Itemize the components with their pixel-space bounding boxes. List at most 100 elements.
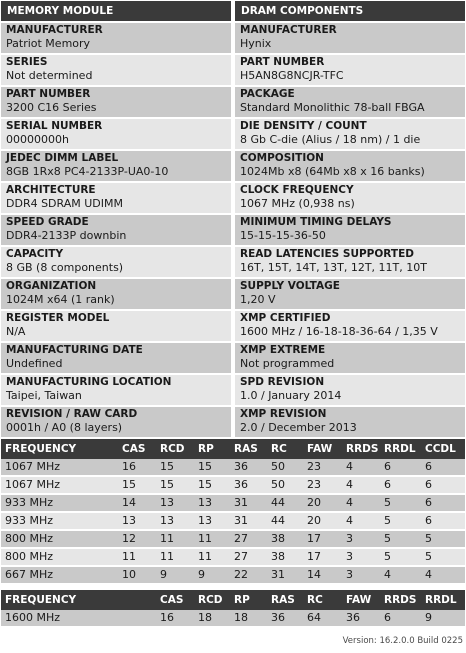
table-cell: 16	[156, 610, 194, 628]
table-cell: 36	[342, 610, 380, 628]
field-value: H5AN8G8NCJR-TFC	[240, 69, 344, 82]
dram-field-read-latencies-supported: READ LATENCIES SUPPORTED 16T, 15T, 14T, 1…	[235, 247, 465, 277]
table-cell: 4	[342, 495, 380, 513]
table-cell: 9	[194, 567, 230, 585]
module-field-serial-number: SERIAL NUMBER 00000000h	[1, 119, 231, 149]
field-label: XMP REVISION	[240, 408, 327, 420]
field-label: CAPACITY	[6, 248, 64, 260]
field-value: 00000000h	[6, 133, 69, 146]
field-value: Standard Monolithic 78-ball FBGA	[240, 101, 425, 114]
dram-field-package: PACKAGE Standard Monolithic 78-ball FBGA	[235, 87, 465, 117]
module-field-manufacturing-location: MANUFACTURING LOCATION Taipei, Taiwan	[1, 375, 231, 405]
table-cell: 11	[194, 549, 230, 567]
field-value: N/A	[6, 325, 26, 338]
table-cell: 800 MHz	[1, 531, 118, 549]
table-cell: 11	[156, 549, 194, 567]
table-cell: 14	[118, 495, 156, 513]
table-row: 1067 MHz 16 15 15 36 50 23 4 6 6	[1, 459, 465, 477]
table-row: 800 MHz 12 11 11 27 38 17 3 5 5	[1, 531, 465, 549]
table-cell: 38	[267, 531, 303, 549]
column-header-ras: RAS	[230, 439, 267, 459]
column-header-frequency: FREQUENCY	[1, 439, 118, 459]
table-cell: 15	[156, 459, 194, 477]
column-header-cas: CAS	[156, 590, 194, 610]
column-header-faw: FAW	[342, 590, 380, 610]
field-label: SPD REVISION	[240, 376, 325, 388]
dram-field-xmp-revision: XMP REVISION 2.0 / December 2013	[235, 407, 465, 437]
module-field-jedec-dimm-label: JEDEC DIMM LABEL 8GB 1Rx8 PC4-2133P-UA0-1…	[1, 151, 231, 181]
module-field-series: SERIES Not determined	[1, 55, 231, 85]
table-cell: 5	[421, 549, 465, 567]
table-cell: 4	[421, 567, 465, 585]
table-row: 1067 MHz 15 15 15 36 50 23 4 6 6	[1, 477, 465, 495]
field-label: REVISION / RAW CARD	[6, 408, 138, 420]
table-cell: 50	[267, 477, 303, 495]
field-value: 3200 C16 Series	[6, 101, 97, 114]
table-cell: 31	[230, 513, 267, 531]
table-row: 933 MHz 13 13 13 31 44 20 4 5 6	[1, 513, 465, 531]
column-header-rp: RP	[230, 590, 267, 610]
field-label: READ LATENCIES SUPPORTED	[240, 248, 414, 260]
table-cell: 5	[380, 549, 421, 567]
column-header-rrdl: RRDL	[421, 590, 465, 610]
field-label: MINIMUM TIMING DELAYS	[240, 216, 392, 228]
table-cell: 667 MHz	[1, 567, 118, 585]
table-cell: 31	[267, 567, 303, 585]
version-label: Version: 16.2.0.0 Build 0225	[342, 636, 463, 646]
table-cell: 36	[230, 459, 267, 477]
field-label: MANUFACTURING DATE	[6, 344, 143, 356]
xmp-header-row: FREQUENCY CAS RCD RP RAS RC FAW RRDS RRDL	[1, 590, 465, 610]
table-cell: 1067 MHz	[1, 477, 118, 495]
table-cell: 44	[267, 495, 303, 513]
table-cell: 11	[118, 549, 156, 567]
table-cell: 5	[380, 531, 421, 549]
field-value: 8GB 1Rx8 PC4-2133P-UA0-10	[6, 165, 169, 178]
module-field-revision-raw-card: REVISION / RAW CARD 0001h / A0 (8 layers)	[1, 407, 231, 437]
field-value: 1.0 / January 2014	[240, 389, 342, 402]
table-cell: 6	[421, 495, 465, 513]
table-row: 933 MHz 14 13 13 31 44 20 4 5 6	[1, 495, 465, 513]
table-cell: 12	[118, 531, 156, 549]
module-field-organization: ORGANIZATION 1024M x64 (1 rank)	[1, 279, 231, 309]
field-label: XMP EXTREME	[240, 344, 326, 356]
table-cell: 6	[380, 477, 421, 495]
dram-components-column: DRAM COMPONENTS MANUFACTURER Hynix PART NU…	[235, 1, 465, 439]
field-value: 1024Mb x8 (64Mb x8 x 16 banks)	[240, 165, 425, 178]
table-cell: 27	[230, 531, 267, 549]
field-label: SERIES	[6, 56, 48, 68]
dram-field-part-number: PART NUMBER H5AN8G8NCJR-TFC	[235, 55, 465, 85]
table-cell: 6	[421, 459, 465, 477]
table-row: 800 MHz 11 11 11 27 38 17 3 5 5	[1, 549, 465, 567]
field-value: 16T, 15T, 14T, 13T, 12T, 11T, 10T	[240, 261, 427, 274]
table-cell: 18	[230, 610, 267, 628]
field-label: PACKAGE	[240, 88, 295, 100]
table-cell: 23	[303, 477, 342, 495]
table-cell: 6	[380, 610, 421, 628]
column-header-rrds: RRDS	[342, 439, 380, 459]
field-value: 8 GB (8 components)	[6, 261, 124, 274]
module-field-register-model: REGISTER MODEL N/A	[1, 311, 231, 341]
table-cell: 3	[342, 567, 380, 585]
table-cell: 15	[118, 477, 156, 495]
table-cell: 6	[380, 459, 421, 477]
column-header-ras: RAS	[267, 590, 303, 610]
table-row: 667 MHz 10 9 9 22 31 14 3 4 4	[1, 567, 465, 585]
field-label: JEDEC DIMM LABEL	[6, 152, 119, 164]
dram-field-supply-voltage: SUPPLY VOLTAGE 1,20 V	[235, 279, 465, 309]
column-header-cas: CAS	[118, 439, 156, 459]
jedec-timing-table: FREQUENCY CAS RCD RP RAS RC FAW RRDS RRDL CCDL 10…	[1, 439, 465, 585]
table-cell: 13	[156, 513, 194, 531]
field-label: COMPOSITION	[240, 152, 324, 164]
field-value: 2.0 / December 2013	[240, 421, 357, 434]
field-label: MANUFACTURER	[6, 24, 103, 36]
field-label: ORGANIZATION	[6, 280, 97, 292]
table-cell: 11	[194, 531, 230, 549]
field-value: 1600 MHz / 16-18-18-36-64 / 1,35 V	[240, 325, 438, 338]
field-value: DDR4-2133P downbin	[6, 229, 127, 242]
module-field-capacity: CAPACITY 8 GB (8 components)	[1, 247, 231, 277]
field-label: REGISTER MODEL	[6, 312, 110, 324]
table-cell: 13	[194, 495, 230, 513]
dram-field-minimum-timing-delays: MINIMUM TIMING DELAYS 15-15-15-36-50	[235, 215, 465, 245]
table-cell: 15	[156, 477, 194, 495]
dram-field-xmp-certified: XMP CERTIFIED 1600 MHz / 16-18-18-36-64 /…	[235, 311, 465, 341]
